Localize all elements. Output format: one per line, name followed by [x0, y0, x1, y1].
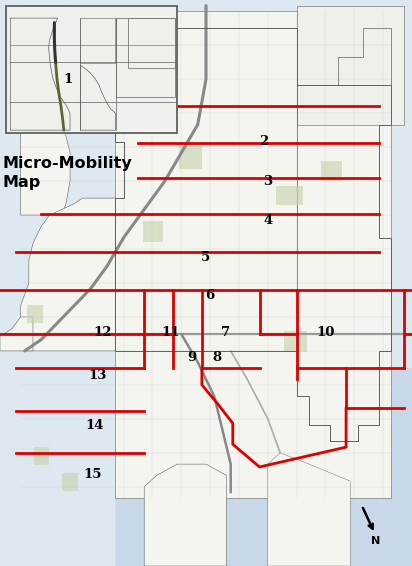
Text: 1: 1 [63, 73, 73, 85]
Polygon shape [297, 6, 404, 125]
Polygon shape [10, 18, 70, 130]
Text: 14: 14 [86, 419, 104, 432]
Text: 6: 6 [206, 289, 215, 302]
Bar [6, 6, 177, 133]
Text: 3: 3 [263, 175, 272, 187]
Text: 4: 4 [263, 215, 272, 227]
Polygon shape [143, 221, 163, 242]
Polygon shape [116, 18, 175, 97]
Text: N: N [371, 536, 380, 546]
Polygon shape [144, 464, 227, 566]
Text: 12: 12 [93, 327, 111, 339]
Polygon shape [115, 6, 124, 28]
Polygon shape [321, 161, 342, 181]
Text: 13: 13 [89, 370, 107, 382]
Polygon shape [21, 6, 70, 215]
Text: 2: 2 [259, 135, 268, 148]
Polygon shape [268, 453, 350, 566]
Text: 7: 7 [221, 327, 230, 339]
Polygon shape [276, 186, 303, 205]
Text: 9: 9 [187, 351, 196, 364]
Text: 5: 5 [201, 251, 211, 264]
Polygon shape [179, 146, 202, 169]
Text: 8: 8 [213, 351, 222, 364]
Polygon shape [34, 447, 49, 465]
Polygon shape [21, 198, 115, 351]
Polygon shape [115, 11, 391, 498]
Polygon shape [284, 331, 307, 352]
Text: 10: 10 [316, 327, 335, 339]
Polygon shape [80, 18, 115, 63]
Text: 15: 15 [84, 468, 102, 481]
Text: Micro-Mobility
Map: Micro-Mobility Map [2, 156, 132, 190]
Polygon shape [80, 65, 115, 130]
Text: 11: 11 [162, 327, 180, 339]
Polygon shape [62, 473, 78, 491]
Polygon shape [27, 305, 43, 323]
Polygon shape [128, 18, 175, 68]
Polygon shape [115, 368, 412, 566]
Polygon shape [0, 317, 33, 351]
